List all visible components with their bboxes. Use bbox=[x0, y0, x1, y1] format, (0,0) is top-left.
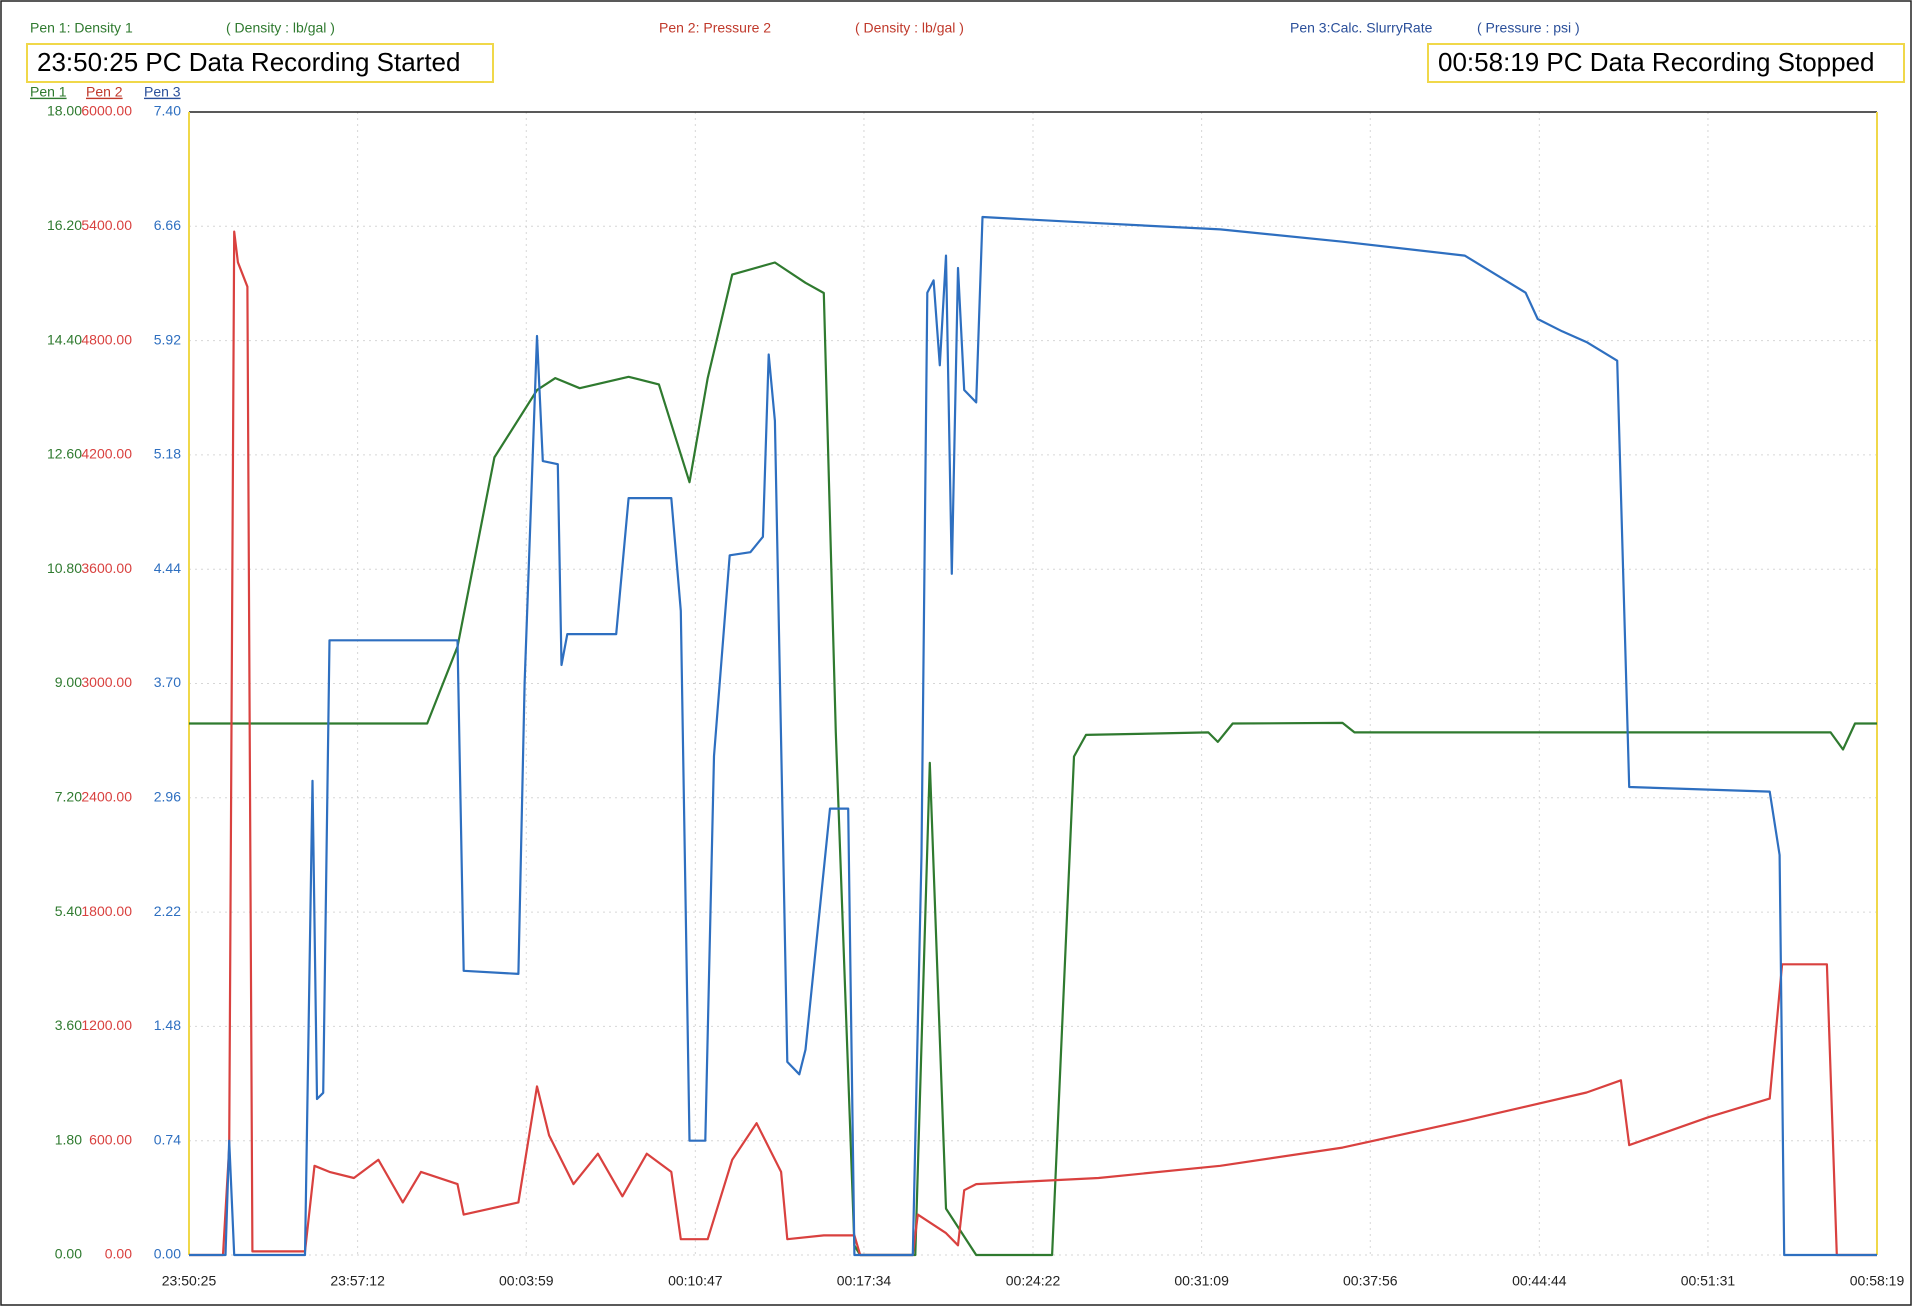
y-tick-label: 4.44 bbox=[154, 560, 181, 576]
pen-header: Pen 1: Density 1 bbox=[30, 20, 133, 36]
y-tick-label: 3.60 bbox=[55, 1017, 82, 1033]
y-tick-label: 14.40 bbox=[47, 331, 82, 347]
x-tick-label: 00:37:56 bbox=[1343, 1273, 1398, 1289]
pen-header: Pen 3:Calc. SlurryRate bbox=[1290, 20, 1433, 36]
y-tick-label: 0.00 bbox=[105, 1246, 132, 1262]
axis-header: Pen 3 bbox=[144, 84, 181, 100]
y-tick-label: 3000.00 bbox=[81, 674, 132, 690]
x-tick-label: 00:17:34 bbox=[837, 1273, 892, 1289]
x-tick-label: 00:03:59 bbox=[499, 1273, 554, 1289]
y-tick-label: 5.18 bbox=[154, 446, 181, 462]
y-tick-label: 12.60 bbox=[47, 446, 82, 462]
pen-header: Pen 2: Pressure 2 bbox=[659, 20, 771, 36]
pen-unit: ( Density : lb/gal ) bbox=[855, 20, 964, 36]
y-tick-label: 7.40 bbox=[154, 103, 181, 119]
x-tick-label: 00:44:44 bbox=[1512, 1273, 1567, 1289]
y-tick-label: 1.48 bbox=[154, 1017, 181, 1033]
y-tick-label: 3.70 bbox=[154, 674, 181, 690]
axis-header: Pen 1 bbox=[30, 84, 67, 100]
y-tick-label: 6000.00 bbox=[81, 103, 132, 119]
y-tick-label: 4800.00 bbox=[81, 331, 132, 347]
y-tick-label: 7.20 bbox=[55, 789, 82, 805]
y-tick-label: 600.00 bbox=[89, 1131, 132, 1147]
y-tick-label: 6.66 bbox=[154, 217, 181, 233]
y-tick-label: 10.80 bbox=[47, 560, 82, 576]
y-tick-label: 0.74 bbox=[154, 1131, 181, 1147]
x-tick-label: 00:10:47 bbox=[668, 1273, 723, 1289]
x-tick-label: 00:58:19 bbox=[1850, 1273, 1905, 1289]
annotation: 00:58:19 PC Data Recording Stopped bbox=[1438, 47, 1875, 77]
y-tick-label: 0.00 bbox=[154, 1246, 181, 1262]
y-tick-label: 1800.00 bbox=[81, 903, 132, 919]
pen-unit: ( Pressure : psi ) bbox=[1477, 20, 1580, 36]
pen-unit: ( Density : lb/gal ) bbox=[226, 20, 335, 36]
y-tick-label: 1.80 bbox=[55, 1131, 82, 1147]
x-tick-label: 23:50:25 bbox=[162, 1273, 217, 1289]
y-tick-label: 3600.00 bbox=[81, 560, 132, 576]
x-tick-label: 00:51:31 bbox=[1681, 1273, 1736, 1289]
y-tick-label: 9.00 bbox=[55, 674, 82, 690]
y-tick-label: 5.40 bbox=[55, 903, 82, 919]
y-tick-label: 18.00 bbox=[47, 103, 82, 119]
annotation-box bbox=[1427, 43, 1905, 83]
x-tick-label: 00:31:09 bbox=[1174, 1273, 1229, 1289]
series-line bbox=[189, 215, 1877, 1257]
annotation: 23:50:25 PC Data Recording Started bbox=[37, 47, 460, 77]
x-tick-label: 23:57:12 bbox=[330, 1273, 385, 1289]
annotation-box bbox=[26, 43, 494, 83]
y-tick-label: 5.92 bbox=[154, 331, 181, 347]
axis-header: Pen 2 bbox=[86, 84, 123, 100]
y-tick-label: 5400.00 bbox=[81, 217, 132, 233]
y-tick-label: 2.22 bbox=[154, 903, 181, 919]
y-tick-label: 4200.00 bbox=[81, 446, 132, 462]
y-tick-label: 1200.00 bbox=[81, 1017, 132, 1033]
x-tick-label: 00:24:22 bbox=[1006, 1273, 1061, 1289]
y-tick-label: 0.00 bbox=[55, 1246, 82, 1262]
series-line bbox=[189, 261, 1877, 1257]
y-tick-label: 2.96 bbox=[154, 789, 181, 805]
y-tick-label: 16.20 bbox=[47, 217, 82, 233]
y-tick-label: 2400.00 bbox=[81, 789, 132, 805]
series-line bbox=[189, 230, 1877, 1257]
